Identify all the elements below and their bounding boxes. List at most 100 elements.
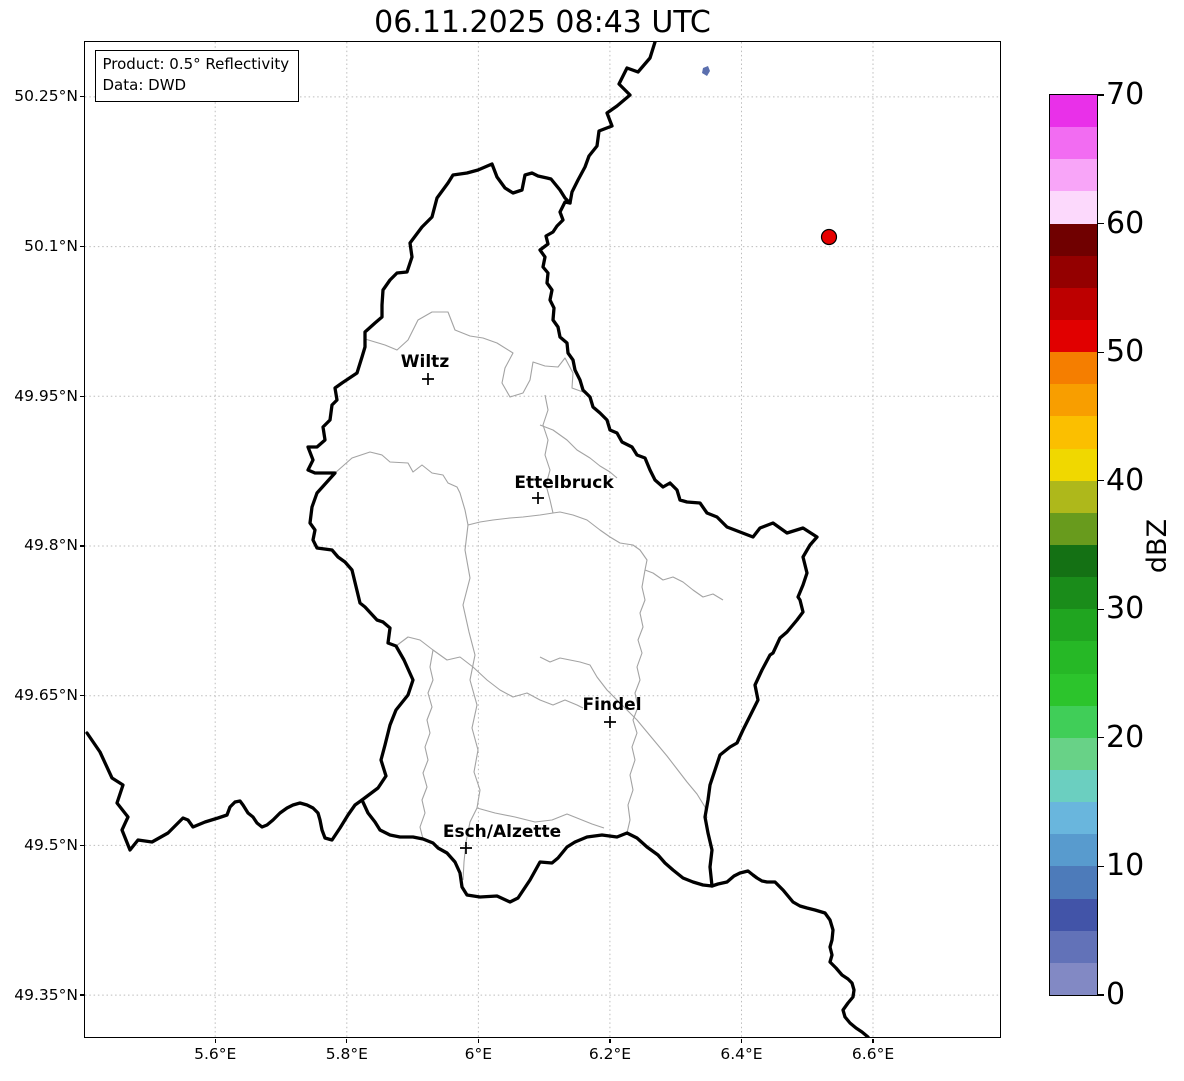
y-tick-mark-49.95: [79, 395, 84, 397]
map-plot: Wiltz Ettelbruck Findel Esch/Alzette Produc…: [83, 40, 1001, 1038]
admin-border-line-8: [418, 649, 434, 839]
colorbar-tick-mark-40: [1098, 480, 1104, 482]
colorbar-segment-25: [1050, 191, 1097, 224]
colorbar-tick-mark-10: [1098, 865, 1104, 868]
x-tick-mark-6: [477, 1038, 479, 1043]
admin-border-line-6: [625, 569, 646, 833]
admin-border-line-11: [539, 423, 617, 478]
admin-border-line-3: [461, 524, 481, 880]
colorbar-segment-19: [1050, 384, 1097, 417]
colorbar-tick-label-70: 70: [1106, 77, 1145, 112]
colorbar-segment-21: [1050, 319, 1097, 353]
city-label-esch-alzette: Esch/Alzette: [442, 822, 560, 842]
x-tick-label-6: 6°E: [464, 1045, 493, 1063]
y-tick-mark-49.8: [79, 545, 84, 547]
colorbar-tick-mark-20: [1098, 737, 1104, 739]
luxembourg-map: Wiltz Ettelbruck Findel Esch/Alzette: [84, 41, 1000, 1037]
colorbar-tick-mark-30: [1098, 608, 1104, 610]
y-tick-label-50.25: 50.25°N: [14, 87, 78, 106]
product-info-line: Product: 0.5° Reflectivity: [102, 54, 290, 73]
colorbar-segment-4: [1050, 866, 1097, 899]
x-tick-mark-6.4: [740, 1038, 743, 1043]
y-tick-mark-49.65: [79, 695, 84, 697]
colorbar-tick-mark-70: [1098, 94, 1104, 96]
colorbar-segment-23: [1050, 255, 1097, 288]
city-marker-findel: [603, 715, 616, 728]
x-tick-label-6.4: 6.4°E: [720, 1045, 763, 1063]
colorbar-tick-label-60: 60: [1106, 205, 1145, 241]
colorbar-segment-9: [1050, 705, 1097, 738]
x-tick-label-5.6: 5.6°E: [194, 1045, 237, 1063]
colorbar-segment-28: [1050, 95, 1097, 128]
y-tick-mark-49.5: [79, 844, 84, 846]
figure-title: 06.11.2025 08:43 UTC: [374, 5, 711, 40]
colorbar-segment-12: [1050, 609, 1097, 642]
radar-echo-pixel: [701, 65, 710, 76]
admin-border-line-7: [395, 635, 583, 708]
colorbar-segment-22: [1050, 287, 1097, 320]
colorbar-segment-15: [1050, 512, 1097, 545]
y-tick-label-49.65: 49.65°N: [14, 686, 78, 705]
colorbar-segment-16: [1050, 480, 1097, 513]
colorbar-segment-26: [1050, 159, 1097, 192]
x-tick-mark-6.2: [609, 1038, 611, 1043]
colorbar-segment-17: [1050, 448, 1097, 481]
admin-border-line-4: [467, 510, 648, 570]
x-tick-mark-5.6: [214, 1038, 216, 1043]
x-tick-mark-5.8: [346, 1038, 348, 1043]
admin-border-line-9: [476, 806, 604, 829]
admin-border-line-12: [541, 394, 554, 513]
colorbar-tick-label-30: 30: [1106, 591, 1145, 627]
x-tick-label-6.2: 6.2°E: [588, 1045, 632, 1063]
colorbar-segment-18: [1050, 416, 1097, 449]
city-marker-ettelbruck: [531, 491, 544, 504]
colorbar-tick-mark-50: [1098, 351, 1104, 353]
admin-border-line-2: [334, 450, 469, 525]
admin-border-line-10: [539, 656, 708, 818]
colorbar-label: dBZ: [1142, 518, 1173, 574]
x-tick-label-6.6: 6.6°E: [851, 1045, 895, 1063]
colorbar-segment-8: [1050, 737, 1097, 770]
admin-border-line-5: [644, 568, 723, 600]
colorbar-tick-label-10: 10: [1106, 848, 1145, 884]
colorbar-segment-20: [1050, 352, 1097, 385]
colorbar-segment-6: [1050, 802, 1097, 835]
y-tick-label-50.1: 50.1°N: [24, 237, 78, 256]
colorbar-segment-3: [1050, 898, 1097, 931]
country-border-france_west: [84, 730, 364, 852]
city-marker-esch-alzette: [459, 841, 472, 854]
x-tick-label-5.8: 5.8°E: [325, 1045, 368, 1063]
city-label-findel: Findel: [582, 695, 641, 715]
radar-site-marker: [820, 228, 837, 245]
colorbar-segment-2: [1050, 930, 1097, 963]
colorbar-tick-label-50: 50: [1106, 334, 1145, 370]
y-tick-mark-50.1: [79, 245, 84, 248]
colorbar-segment-7: [1050, 769, 1097, 803]
x-tick-mark-6.6: [872, 1038, 874, 1043]
colorbar-tick-label-0: 0: [1106, 977, 1126, 1012]
colorbar-tick-label-20: 20: [1106, 719, 1145, 755]
country-border-belgium_germany: [567, 41, 657, 205]
y-tick-mark-50.25: [79, 96, 84, 98]
y-tick-label-49.8: 49.8°N: [24, 536, 78, 555]
country-border-luxembourg: [305, 161, 819, 904]
city-marker-wiltz: [421, 372, 434, 385]
colorbar-tick-mark-0: [1098, 994, 1104, 996]
colorbar: [1049, 94, 1098, 996]
data-source-line: Data: DWD: [102, 75, 187, 94]
colorbar-segment-27: [1050, 127, 1097, 160]
colorbar-segment-10: [1050, 673, 1097, 706]
colorbar-tick-mark-60: [1098, 222, 1104, 225]
colorbar-segment-5: [1050, 834, 1097, 867]
y-tick-label-49.35: 49.35°N: [14, 985, 78, 1004]
colorbar-segment-11: [1050, 641, 1097, 674]
colorbar-segment-13: [1050, 577, 1097, 610]
city-label-ettelbruck: Ettelbruck: [514, 473, 614, 493]
country-border-france_germany: [709, 868, 870, 1037]
y-tick-label-49.5: 49.5°N: [24, 835, 78, 854]
product-info-box: Product: 0.5° Reflectivity Data: DWD: [94, 49, 300, 103]
y-tick-mark-49.35: [79, 994, 84, 996]
colorbar-segment-14: [1050, 544, 1097, 578]
y-tick-label-49.95: 49.95°N: [14, 386, 78, 405]
